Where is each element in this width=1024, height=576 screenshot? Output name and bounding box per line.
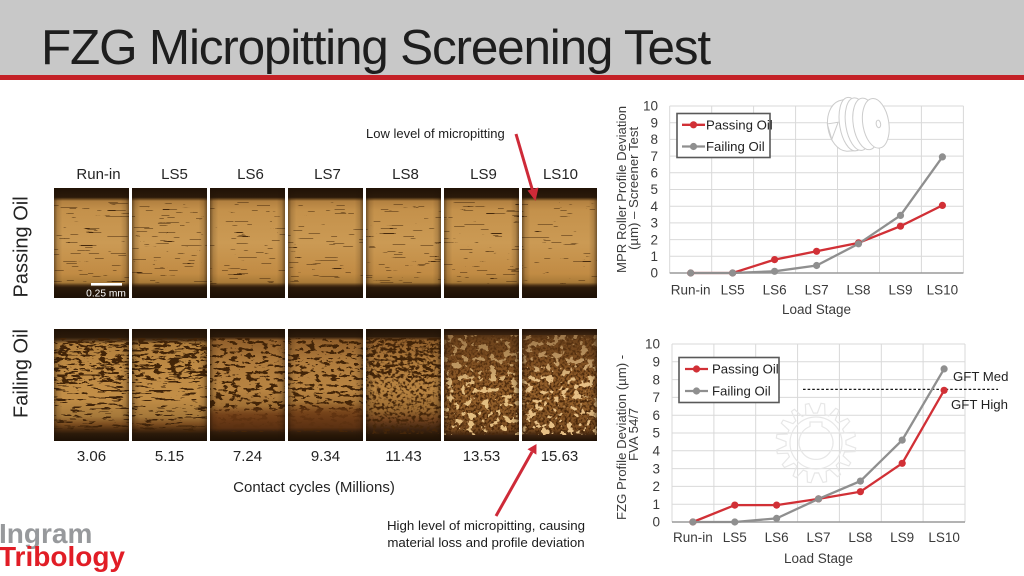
svg-text:9: 9 xyxy=(650,115,658,130)
svg-text:7: 7 xyxy=(652,390,660,405)
svg-text:0: 0 xyxy=(652,515,660,530)
svg-text:10: 10 xyxy=(645,337,660,352)
svg-text:1: 1 xyxy=(650,249,658,264)
svg-text:GFT Med: GFT Med xyxy=(953,369,1008,384)
svg-text:LS7: LS7 xyxy=(805,283,829,298)
svg-text:4: 4 xyxy=(650,199,658,214)
svg-text:FZG Profile Deviation (µm) -: FZG Profile Deviation (µm) - xyxy=(614,355,629,520)
svg-text:LS9: LS9 xyxy=(890,530,914,545)
svg-text:5: 5 xyxy=(652,426,660,441)
svg-text:2: 2 xyxy=(650,232,658,247)
svg-text:LS10: LS10 xyxy=(928,530,960,545)
svg-text:1: 1 xyxy=(652,497,660,512)
svg-text:GFT High: GFT High xyxy=(951,397,1008,412)
svg-text:10: 10 xyxy=(643,99,658,114)
svg-text:FVA 54/7: FVA 54/7 xyxy=(626,408,641,461)
svg-text:0.25 mm: 0.25 mm xyxy=(86,289,126,300)
svg-text:Load Stage: Load Stage xyxy=(782,302,851,317)
svg-text:Load Stage: Load Stage xyxy=(784,551,853,566)
svg-text:3: 3 xyxy=(650,216,658,231)
svg-text:Run-in: Run-in xyxy=(673,530,713,545)
svg-text:4: 4 xyxy=(652,444,660,459)
svg-text:(µm) – Screener Test: (µm) – Screener Test xyxy=(626,127,641,250)
svg-text:Failing Oil: Failing Oil xyxy=(706,139,765,154)
svg-text:MPR Roller Profile Deviation: MPR Roller Profile Deviation xyxy=(614,106,629,273)
svg-text:LS6: LS6 xyxy=(763,283,787,298)
svg-text:LS9: LS9 xyxy=(888,283,912,298)
svg-text:LS8: LS8 xyxy=(848,530,872,545)
svg-text:6: 6 xyxy=(650,166,658,181)
svg-text:LS5: LS5 xyxy=(723,530,747,545)
svg-text:7: 7 xyxy=(650,149,658,164)
svg-text:Failing Oil: Failing Oil xyxy=(712,384,771,399)
svg-text:LS5: LS5 xyxy=(721,283,745,298)
svg-text:LS8: LS8 xyxy=(846,283,870,298)
svg-text:2: 2 xyxy=(652,479,660,494)
svg-text:6: 6 xyxy=(652,408,660,423)
svg-text:Passing Oil: Passing Oil xyxy=(712,362,779,377)
svg-text:3: 3 xyxy=(652,461,660,476)
svg-text:Run-in: Run-in xyxy=(671,283,711,298)
svg-text:8: 8 xyxy=(650,132,658,147)
svg-text:LS6: LS6 xyxy=(765,530,789,545)
svg-text:5: 5 xyxy=(650,182,658,197)
svg-text:8: 8 xyxy=(652,372,660,387)
svg-text:9: 9 xyxy=(652,355,660,370)
svg-text:0: 0 xyxy=(650,266,658,281)
svg-text:Passing Oil: Passing Oil xyxy=(706,117,773,132)
svg-text:LS7: LS7 xyxy=(806,530,830,545)
svg-text:LS10: LS10 xyxy=(927,283,959,298)
